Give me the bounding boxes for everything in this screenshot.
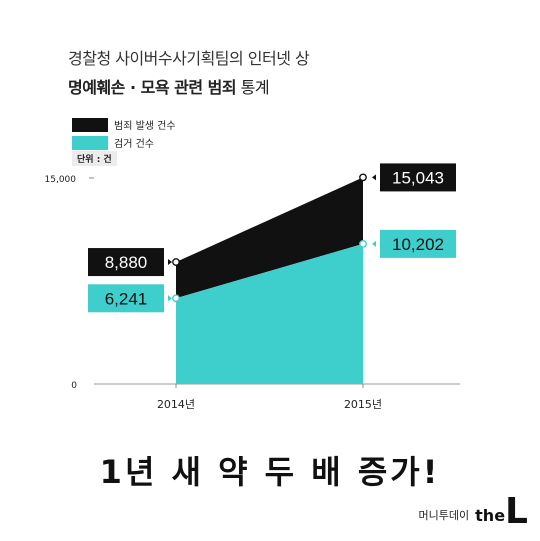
x-tick-label: 2015년 [344, 398, 382, 411]
data-point-incidents [172, 258, 180, 266]
legend-label-arrests: 검거 건수 [114, 139, 154, 150]
brand-l: L [505, 491, 528, 532]
data-label-arrests-2014-box [88, 284, 164, 313]
data-label-incidents-2014-pointer [168, 259, 172, 266]
chart-title-bold: 명예훼손 · 모욕 관련 범죄 [68, 78, 237, 97]
series-area-arrests [176, 243, 363, 384]
data-label-arrests-2014: 6,241 [105, 289, 148, 308]
legend-swatch-incidents [72, 117, 108, 132]
data-label-arrests-2014-pointer [168, 295, 172, 302]
data-label-incidents-2015-box [380, 163, 456, 192]
legend-label-incidents: 범죄 발생 건수 [114, 121, 176, 132]
brand-name: 머니투데이 [418, 509, 470, 522]
chart-title-line1: 경찰청 사이버수사기획팀의 인터넷 상 [68, 49, 310, 68]
unit-label: 단위 : 건 [72, 151, 117, 166]
y-tick-label: 0 [71, 381, 77, 391]
headline: 1년 새 약 두 배 증가! [99, 453, 441, 491]
brand-the: the [475, 506, 506, 525]
legend-item-arrests: 검거 건수 [72, 135, 154, 150]
data-label-arrests-2015-box [380, 229, 456, 258]
data-label-incidents-2014-box [88, 248, 164, 277]
data-label-arrests-2015-pointer [372, 240, 376, 247]
chart-title-rest: 통계 [236, 78, 270, 97]
x-tick-label: 2014년 [157, 398, 195, 411]
data-label-incidents-2014: 8,880 [105, 253, 148, 272]
data-point-arrests [172, 294, 180, 303]
legend-swatch-arrests [72, 135, 108, 150]
brand-logo: 머니투데이 the L [418, 491, 528, 532]
y-tick-label: 15,000 [45, 175, 77, 185]
legend-item-incidents: 범죄 발생 건수 [72, 117, 176, 132]
data-label-incidents-2015-pointer [372, 174, 376, 181]
data-label-arrests-2015: 10,202 [392, 235, 444, 254]
data-label-incidents-2015: 15,043 [392, 168, 444, 187]
series-area-incidents [176, 177, 363, 299]
chart-title-line2: 명예훼손 · 모욕 관련 범죄 통계 [68, 74, 270, 98]
data-point-arrests [359, 239, 367, 248]
data-point-incidents [359, 173, 367, 182]
